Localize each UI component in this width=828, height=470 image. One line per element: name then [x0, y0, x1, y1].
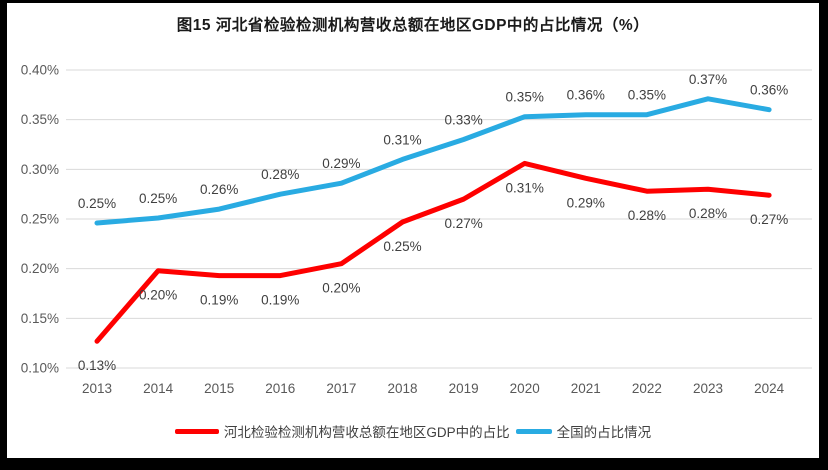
y-tick-label: 0.40% [21, 63, 59, 78]
data-label-series-1: 0.26% [200, 182, 238, 197]
x-tick-label: 2022 [632, 381, 662, 396]
x-tick-label: 2020 [510, 381, 540, 396]
data-label-series-1: 0.37% [689, 72, 727, 87]
plot-svg: 0.40% 0.35% 0.30% 0.25% 0.20% 0.15% 0.10% 2013 2… [21, 63, 812, 396]
legend-label-national: 全国的占比情况 [556, 425, 652, 440]
x-tick-label: 2021 [571, 381, 601, 396]
data-label-series-0: 0.19% [261, 293, 299, 308]
legend-label-hebei: 河北检验检测机构营收总额在地区GDP中的占比 [223, 425, 510, 440]
data-label-series-1: 0.31% [383, 132, 421, 147]
data-label-series-0: 0.25% [383, 239, 421, 254]
data-label-series-0: 0.31% [506, 180, 544, 195]
data-label-series-0: 0.20% [322, 281, 360, 296]
data-label-series-1: 0.28% [261, 167, 299, 182]
x-tick-label: 2016 [265, 381, 295, 396]
data-label-series-1: 0.35% [506, 90, 544, 105]
data-label-series-1: 0.33% [444, 113, 482, 128]
data-label-series-0: 0.27% [444, 216, 482, 231]
data-label-series-0: 0.27% [750, 212, 788, 227]
data-label-series-0: 0.28% [689, 206, 727, 221]
y-tick-label: 0.30% [21, 162, 59, 177]
data-label-series-1: 0.36% [750, 83, 788, 98]
data-label-series-1: 0.29% [322, 156, 360, 171]
chart-title: 图15 河北省检验检测机构营收总额在地区GDP中的占比情况（%） [176, 17, 650, 34]
data-label-series-1: 0.25% [139, 191, 177, 206]
y-tick-label: 0.15% [21, 311, 59, 326]
x-tick-label: 2019 [449, 381, 479, 396]
legend-line-swatch-blue [515, 428, 552, 434]
legend-item-hebei: 河北检验检测机构营收总额在地区GDP中的占比 [174, 421, 510, 441]
data-label-series-1: 0.36% [567, 88, 605, 103]
series-line-1 [94, 96, 772, 226]
y-tick-label: 0.20% [21, 261, 59, 276]
chart-canvas: 图15 河北省检验检测机构营收总额在地区GDP中的占比情况（%） 0.40% 0.… [7, 3, 819, 458]
data-label-series-0: 0.13% [78, 358, 116, 373]
x-tick-label: 2023 [693, 381, 723, 396]
x-tick-label: 2024 [754, 381, 785, 396]
x-tick-label: 2014 [143, 381, 174, 396]
data-label-series-1: 0.35% [628, 88, 666, 103]
data-label-series-1: 0.25% [78, 196, 116, 211]
data-label-series-0: 0.19% [200, 293, 238, 308]
x-tick-label: 2017 [326, 381, 356, 396]
data-label-series-0: 0.29% [567, 195, 605, 210]
x-tick-label: 2018 [387, 381, 417, 396]
y-tick-label: 0.10% [21, 361, 59, 376]
data-label-series-0: 0.28% [628, 208, 666, 223]
x-tick-label: 2015 [204, 381, 234, 396]
data-label-series-0: 0.20% [139, 288, 177, 303]
y-tick-label: 0.25% [21, 212, 59, 227]
series-line-0 [94, 160, 772, 344]
y-tick-label: 0.35% [21, 112, 59, 127]
legend-item-national: 全国的占比情况 [515, 421, 652, 441]
x-tick-label: 2013 [82, 381, 112, 396]
legend-line-swatch-red [174, 428, 219, 434]
legend: 河北检验检测机构营收总额在地区GDP中的占比 全国的占比情况 [7, 421, 819, 441]
